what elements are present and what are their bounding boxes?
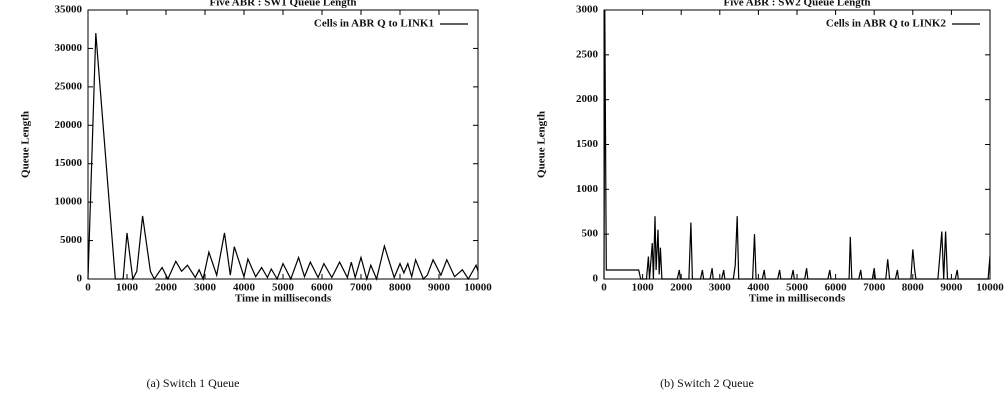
- x-tick-label: 5000: [272, 282, 295, 294]
- chart-title: Five ABR : SW1 Queue Length: [210, 0, 357, 9]
- x-tick-label: 3000: [194, 282, 217, 294]
- plot-frame: [87, 9, 479, 280]
- x-tick-label: 1000: [116, 282, 139, 294]
- x-tick-label: 9000: [940, 282, 963, 294]
- legend-label: Cells in ABR Q to LINK1: [314, 18, 434, 30]
- x-tick-label: 1000: [632, 282, 655, 294]
- y-tick-label: 1500: [576, 138, 599, 150]
- x-tick-label: 10000: [976, 282, 1004, 294]
- y-tick-label: 3000: [576, 4, 599, 16]
- x-tick-label: 6000: [311, 282, 334, 294]
- y-tick-label: 10000: [55, 196, 83, 208]
- x-tick-label: 5000: [786, 282, 809, 294]
- x-tick-label: 9000: [428, 282, 451, 294]
- x-tick-label: 0: [601, 282, 607, 294]
- legend-label: Cells in ABR Q to LINK2: [826, 18, 947, 30]
- x-tick-label: 4000: [233, 282, 256, 294]
- x-tick-label: 8000: [902, 282, 925, 294]
- x-axis-label: Time in milliseconds: [749, 293, 846, 305]
- x-tick-label: 4000: [747, 282, 770, 294]
- x-tick-label: 10000: [464, 282, 492, 294]
- y-tick-label: 1000: [576, 183, 599, 195]
- y-tick-label: 0: [77, 273, 83, 285]
- x-tick-label: 8000: [389, 282, 412, 294]
- caption: (b) Switch 2 Queue: [660, 376, 754, 390]
- x-tick-label: 2000: [155, 282, 178, 294]
- y-tick-label: 5000: [60, 234, 83, 246]
- x-tick-label: 7000: [863, 282, 886, 294]
- x-tick-label: 7000: [350, 282, 373, 294]
- y-tick-label: 35000: [55, 4, 83, 16]
- y-tick-label: 20000: [55, 119, 83, 131]
- x-tick-label: 6000: [825, 282, 848, 294]
- y-tick-label: 2000: [576, 93, 599, 105]
- caption: (a) Switch 1 Queue: [147, 376, 240, 390]
- x-tick-label: 0: [85, 282, 91, 294]
- x-tick-label: 3000: [709, 282, 732, 294]
- y-tick-label: 30000: [55, 42, 83, 54]
- x-axis-label: Time in milliseconds: [235, 293, 332, 305]
- line: [603, 9, 991, 280]
- chart-title: Five ABR : SW2 Queue Length: [724, 0, 871, 9]
- plot-frame: [603, 9, 991, 280]
- line: [87, 33, 479, 282]
- x-tick-label: 2000: [670, 282, 693, 294]
- y-tick-label: 25000: [55, 80, 83, 92]
- y-tick-label: 0: [593, 273, 599, 285]
- y-axis-label: Queue Length: [20, 111, 32, 178]
- y-tick-label: 15000: [55, 157, 83, 169]
- y-axis-label: Queue Length: [536, 111, 548, 178]
- y-tick-label: 500: [582, 228, 599, 240]
- y-tick-label: 2500: [576, 48, 599, 60]
